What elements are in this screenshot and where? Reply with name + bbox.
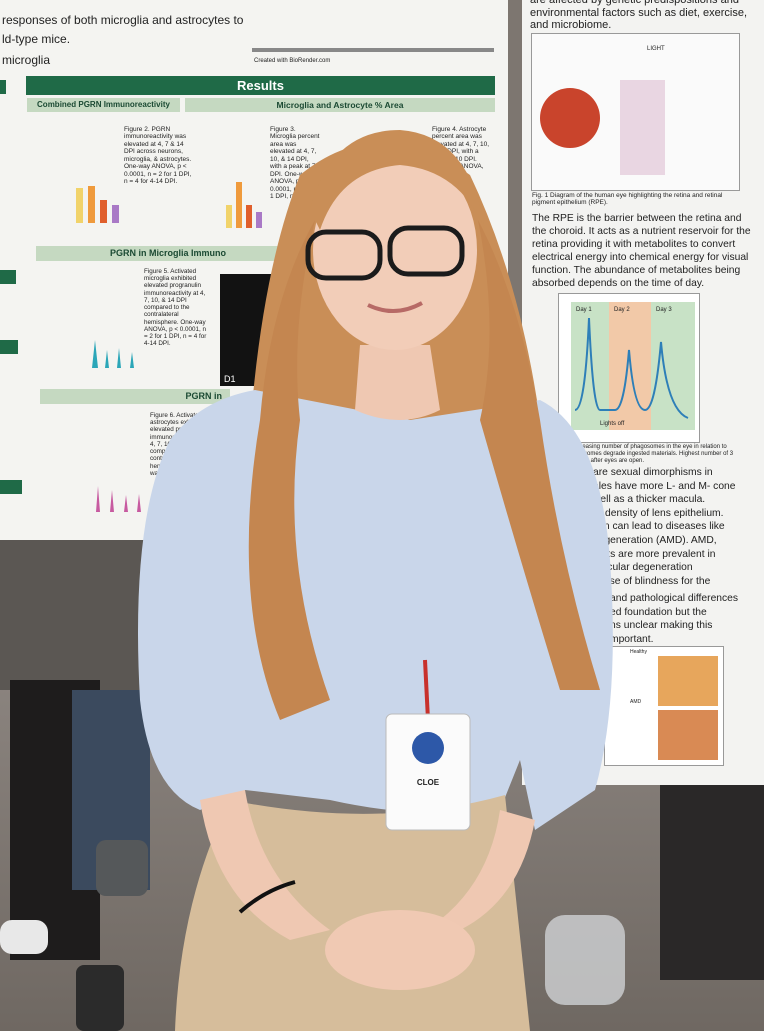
green-marker xyxy=(0,80,6,94)
credit: Created with BioRender.com xyxy=(254,58,331,64)
poster-line: well as a thicker macula. xyxy=(593,494,706,506)
glasses-right xyxy=(387,225,465,277)
chart-annotation: Lights off xyxy=(600,421,625,427)
poster-line: cause of blindness for the xyxy=(593,575,711,587)
face xyxy=(313,150,477,350)
neck xyxy=(355,345,440,420)
green-marker xyxy=(0,340,18,354)
poster-line: tion can lead to diseases like xyxy=(593,521,725,533)
figure-caption: Fig. 1 Diagram of the human eye highligh… xyxy=(532,192,723,207)
arm-left xyxy=(200,790,330,940)
badge-logo xyxy=(412,732,444,764)
figure-label: AMD xyxy=(630,699,642,705)
mini-bar xyxy=(246,205,252,228)
figure-caption: Figure 2. PGRN immunoreactivity was elev… xyxy=(124,126,192,186)
section-header: PGRN in Microglia Immuno xyxy=(36,246,300,261)
right-board xyxy=(660,780,764,980)
poster-line: racts are more prevalent in xyxy=(593,548,716,560)
green-marker xyxy=(0,270,16,284)
chart-curve xyxy=(574,317,689,419)
badge xyxy=(385,713,471,831)
eyeball xyxy=(540,88,600,148)
panel-label: D1 xyxy=(224,374,236,384)
poster-text: are affected by genetic predispositions … xyxy=(530,0,748,32)
poster-line: ed foundation but the xyxy=(610,606,707,618)
sub-header: Combined PGRN Immunoreactivity xyxy=(27,98,180,112)
poster-line: and pathological differences xyxy=(610,593,739,604)
mouth xyxy=(367,301,423,313)
water-bottle xyxy=(76,965,124,1031)
poster-line: are sexual dimorphisms in xyxy=(593,467,713,478)
timeline xyxy=(252,48,494,52)
poster-text: ld-type mice. xyxy=(2,32,71,46)
violin-plot xyxy=(92,340,134,368)
poster-board xyxy=(0,520,150,690)
poster-line: mportant. xyxy=(610,633,654,645)
glasses-left xyxy=(305,229,383,281)
shoe xyxy=(0,920,48,954)
retina-image xyxy=(658,710,718,760)
poster-line: macular degeneration xyxy=(593,562,693,574)
mini-bar xyxy=(112,205,119,223)
chart-labels: Day 1 Day 2 Day 3 Lights off xyxy=(576,307,672,427)
diagram-label: LIGHT xyxy=(647,46,665,52)
mini-bar xyxy=(76,188,83,223)
bracelet xyxy=(238,880,296,914)
section-header: PGRN in xyxy=(40,389,230,404)
shoe xyxy=(96,840,148,896)
person: CLOE xyxy=(138,130,613,1031)
poster-line: ns unclear making this xyxy=(610,620,713,632)
figure-label: Healthy xyxy=(630,649,647,655)
mini-bar xyxy=(100,200,107,223)
poster-paragraph: and pathological differences ed foundatio… xyxy=(610,592,760,646)
hair-front xyxy=(310,130,485,230)
sub-header: Microglia and Astrocyte % Area xyxy=(185,98,495,112)
violin-plot xyxy=(96,486,141,512)
mini-bar xyxy=(236,182,242,228)
mini-bar xyxy=(256,212,262,228)
poster-text: responses of both microglia and astrocyt… xyxy=(2,13,244,27)
badge-name: CLOE xyxy=(417,778,440,787)
plastic-bag xyxy=(545,915,625,1005)
hands xyxy=(325,910,475,990)
poster-line: degeneration (AMD). AMD, xyxy=(593,534,717,546)
poster-line: er density of lens epithelium. xyxy=(593,507,724,519)
poster-paragraph: are sexual dimorphisms in ales have more … xyxy=(593,466,763,588)
poster-text: microglia xyxy=(2,53,51,67)
hair-strand-left xyxy=(248,220,330,720)
poster-graphics xyxy=(540,80,718,760)
mini-bar xyxy=(226,205,232,228)
figure-caption: Figure 5. Activated microglia exhibited … xyxy=(144,268,207,348)
poster-paragraph: The RPE is the barrier between the retin… xyxy=(532,213,751,290)
hair-strand-right xyxy=(478,220,600,690)
lanyard xyxy=(423,659,430,721)
green-marker xyxy=(0,480,22,494)
mini-bar xyxy=(88,186,95,223)
section-header: Results xyxy=(26,76,495,95)
retina-image xyxy=(658,656,718,706)
arm-right xyxy=(440,810,535,930)
figure-caption: Figure 3. Microglia percent area was ele… xyxy=(270,126,320,201)
figure-caption: ncreasing number of phagosomes in the ey… xyxy=(574,444,734,464)
poster-graphics xyxy=(0,80,262,512)
poster-line: ales have more L- and M- cone xyxy=(593,480,736,492)
day-label: Day 1 xyxy=(576,307,592,313)
day-label: Day 2 xyxy=(614,307,630,313)
retina-layers xyxy=(620,80,665,175)
day-label: Day 3 xyxy=(656,307,672,313)
